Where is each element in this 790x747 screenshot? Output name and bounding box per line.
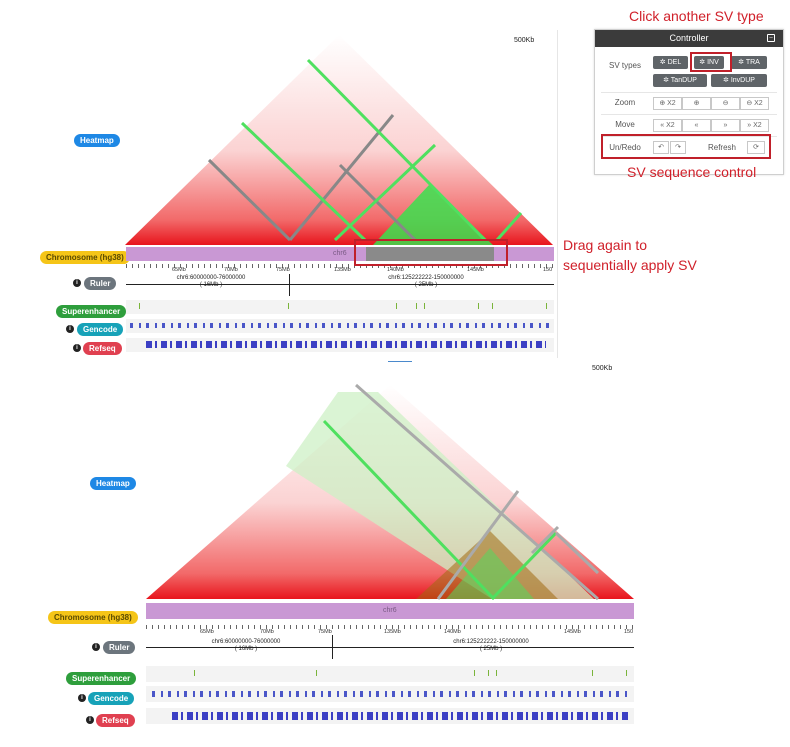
info-icon[interactable]: i xyxy=(78,694,86,702)
top-ruler-label: Ruler xyxy=(84,277,117,290)
inv-highlight-box xyxy=(690,52,732,72)
top-refseq-label: Refseq xyxy=(83,342,122,355)
top-range-1: chr6:60000000-76000000( 16Mb ) xyxy=(176,275,246,288)
top-ruler-tick: 140Mb xyxy=(387,267,404,273)
top-gencode-label: Gencode xyxy=(77,323,124,336)
bottom-chromosome-bar[interactable] xyxy=(146,603,634,619)
top-gencode-track xyxy=(126,319,554,333)
bottom-inv-core xyxy=(446,548,534,599)
top-ruler-tick: 135Mb xyxy=(334,267,351,273)
top-boundary-line xyxy=(288,114,395,241)
info-icon[interactable]: i xyxy=(92,643,100,651)
unredo-label: Un/Redo xyxy=(609,143,641,152)
info-icon[interactable]: i xyxy=(66,325,74,333)
top-superenhancer-track xyxy=(126,300,554,314)
bottom-sv-line xyxy=(490,531,558,601)
bottom-resolution-label: 500Kb xyxy=(592,365,613,372)
top-range-2: chr6:125222222-150000000( 25Mb ) xyxy=(388,275,464,288)
top-sv-line xyxy=(495,212,523,241)
bottom-boundary-line xyxy=(554,531,600,575)
drag-again-callout: Drag again to sequentially apply SV xyxy=(563,237,697,273)
controller-panel: Controller – SV types ✲ DEL ✲ INV ✲ TRA … xyxy=(594,29,784,175)
bottom-ruler-tick: 150 xyxy=(624,629,634,635)
bottom-gencode-label: Gencode xyxy=(88,692,135,705)
refresh-label: Refresh xyxy=(707,143,736,152)
top-ruler-tick: 65Mb xyxy=(172,267,186,273)
move-right-button[interactable]: » xyxy=(711,119,740,132)
top-refseq-track xyxy=(126,338,554,352)
move-right-x2-button[interactable]: » X2 xyxy=(740,119,769,132)
refresh-icon[interactable]: ⟳ xyxy=(747,141,765,154)
controller-header: Controller – xyxy=(595,30,783,47)
zoom-out-button[interactable]: ⊖ xyxy=(711,97,740,110)
bottom-heatmap[interactable] xyxy=(146,383,636,601)
bottom-chrom-name: chr6 xyxy=(383,607,397,614)
top-ruler-track: 65Mb 70Mb 75Mb 135Mb 140Mb 145Mb 150 chr… xyxy=(126,264,554,296)
controller-title: Controller xyxy=(669,33,709,43)
sv-sequence-callout: SV sequence control xyxy=(627,164,757,180)
top-ruler-tick: 70Mb xyxy=(224,267,238,273)
inv-button[interactable]: ✲ INV xyxy=(694,56,724,69)
top-chrom-name: chr6 xyxy=(333,250,347,257)
top-sv-line xyxy=(240,121,367,242)
top-heatmap-label: Heatmap xyxy=(74,134,120,147)
bottom-sv-line xyxy=(322,419,496,601)
move-label: Move xyxy=(615,120,635,129)
bottom-boundary-line xyxy=(530,525,560,555)
top-superenhancer-label: Superenhancer xyxy=(56,305,127,318)
bottom-ruler-tick: 135Mb xyxy=(384,629,401,635)
bottom-refseq-track xyxy=(146,708,634,724)
bottom-chromosome-label: Chromosome (hg38) xyxy=(48,611,138,624)
tra-button[interactable]: ✲ TRA xyxy=(731,56,767,69)
tandup-button[interactable]: ✲ TanDUP xyxy=(653,74,707,87)
click-sv-callout: Click another SV type xyxy=(629,8,764,24)
zoom-out-x2-button[interactable]: ⊖ X2 xyxy=(740,97,769,110)
bottom-ruler-label: Ruler xyxy=(103,641,136,654)
top-selection-drag[interactable] xyxy=(366,247,494,261)
move-left-x2-button[interactable]: « X2 xyxy=(653,119,682,132)
redo-icon[interactable]: ↷ xyxy=(670,141,686,154)
top-ruler-tick: 145Mb xyxy=(467,267,484,273)
bottom-gencode-track xyxy=(146,686,634,702)
bottom-range-1: chr6:60000000-76000000( 16Mb ) xyxy=(211,639,281,652)
bottom-boundary-line xyxy=(355,383,599,601)
bottom-superenhancer-label: Superenhancer xyxy=(66,672,137,685)
bottom-inv-region xyxy=(286,392,594,599)
bottom-boundary-line xyxy=(436,490,520,600)
top-ruler-tick: 75Mb xyxy=(276,267,290,273)
bottom-range-2: chr6:125222222-150000000( 25Mb ) xyxy=(453,639,529,652)
bottom-refseq-label: Refseq xyxy=(96,714,135,727)
drag-highlight-box xyxy=(354,239,508,266)
top-sv-line xyxy=(333,143,437,242)
top-ruler-tick: 150 xyxy=(543,267,553,273)
bottom-ruler-track: 65Mb 70Mb 75Mb 135Mb 140Mb 145Mb 150 chr… xyxy=(146,625,634,659)
bottom-ruler-tick: 70Mb xyxy=(260,629,274,635)
info-icon[interactable]: i xyxy=(73,344,81,352)
minimize-icon[interactable]: – xyxy=(767,34,775,42)
undo-icon[interactable]: ↶ xyxy=(653,141,669,154)
info-icon[interactable]: i xyxy=(73,279,81,287)
bottom-heatmap-label: Heatmap xyxy=(90,477,136,490)
top-resolution-label: 500Kb xyxy=(514,37,535,44)
zoom-label: Zoom xyxy=(614,98,636,107)
del-button[interactable]: ✲ DEL xyxy=(653,56,688,69)
bottom-ruler-tick: 65Mb xyxy=(200,629,214,635)
zoom-in-x2-button[interactable]: ⊕ X2 xyxy=(653,97,682,110)
bottom-ruler-tick: 145Mb xyxy=(564,629,581,635)
top-boundary-line xyxy=(338,163,417,242)
top-heatmap[interactable] xyxy=(125,35,555,245)
top-boundary-line xyxy=(207,158,292,242)
zoom-in-button[interactable]: ⊕ xyxy=(682,97,711,110)
bottom-superenhancer-track xyxy=(146,666,634,682)
bottom-ruler-tick: 140Mb xyxy=(444,629,461,635)
move-left-button[interactable]: « xyxy=(682,119,711,132)
bottom-ruler-tick: 75Mb xyxy=(318,629,332,635)
unredo-highlight-box xyxy=(601,134,771,159)
top-sv-line xyxy=(306,58,487,242)
info-icon[interactable]: i xyxy=(86,716,94,724)
top-heatmap-triangle xyxy=(125,35,553,245)
top-chromosome-label: Chromosome (hg38) xyxy=(40,251,130,264)
sv-types-label: SV types xyxy=(608,61,641,70)
invdup-button[interactable]: ✲ InvDUP xyxy=(711,74,767,87)
